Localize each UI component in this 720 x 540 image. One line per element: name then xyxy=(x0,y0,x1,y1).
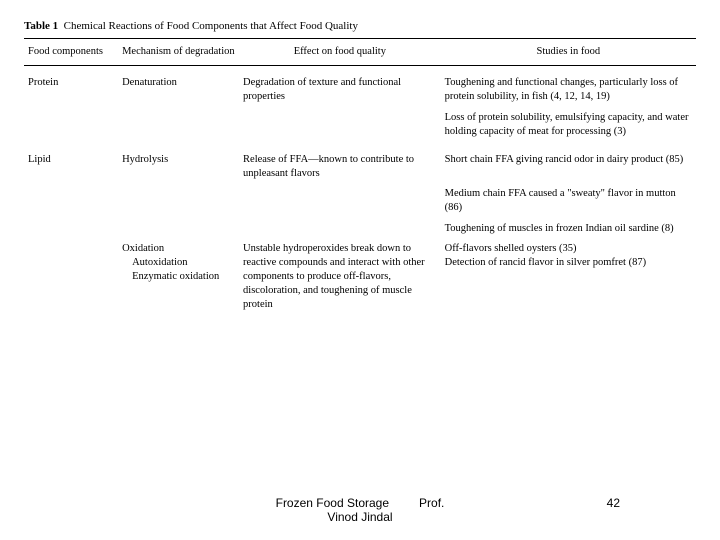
mech-enzymatic: Enzymatic oxidation xyxy=(122,270,235,284)
table-row: Oxidation Autoxidation Enzymatic oxidati… xyxy=(24,238,696,315)
col-header-2: Mechanism of degradation xyxy=(118,39,239,66)
cell: Toughening of muscles in frozen Indian o… xyxy=(441,218,696,238)
cell: Loss of protein solubility, emulsifying … xyxy=(441,107,696,141)
cell xyxy=(24,218,118,238)
cell: Off-flavors shelled oysters (35) Detecti… xyxy=(441,238,696,315)
footer-author: Vinod Jindal xyxy=(327,510,392,524)
table-container: Table 1 Chemical Reactions of Food Compo… xyxy=(0,0,720,315)
slide-footer: Frozen Food Storage Prof. Vinod Jindal 4… xyxy=(0,496,720,524)
cell xyxy=(239,183,441,217)
mech-autoxidation: Autoxidation xyxy=(122,256,235,270)
cell: Short chain FFA giving rancid odor in da… xyxy=(441,141,696,183)
table-caption: Table 1 Chemical Reactions of Food Compo… xyxy=(24,20,696,32)
data-table: Food components Mechanism of degradation… xyxy=(24,38,696,315)
page-number: 42 xyxy=(607,496,620,510)
table-row: Medium chain FFA caused a "sweaty" flavo… xyxy=(24,183,696,217)
cell: Release of FFA—known to contribute to un… xyxy=(239,141,441,183)
cell xyxy=(24,107,118,141)
col-header-4: Studies in food xyxy=(441,39,696,66)
study-b: Detection of rancid flavor in silver pom… xyxy=(445,257,646,268)
cell: Toughening and functional changes, parti… xyxy=(441,66,696,107)
table-row: Loss of protein solubility, emulsifying … xyxy=(24,107,696,141)
cell xyxy=(239,218,441,238)
caption-title: Chemical Reactions of Food Components th… xyxy=(64,20,358,32)
table-row: Lipid Hydrolysis Release of FFA—known to… xyxy=(24,141,696,183)
col-header-1: Food components xyxy=(24,39,118,66)
cell xyxy=(118,107,239,141)
cell xyxy=(118,183,239,217)
header-row: Food components Mechanism of degradation… xyxy=(24,39,696,66)
table-row: Protein Denaturation Degradation of text… xyxy=(24,66,696,107)
caption-label: Table 1 xyxy=(24,20,58,32)
cell: Oxidation Autoxidation Enzymatic oxidati… xyxy=(118,238,239,315)
cell: Medium chain FFA caused a "sweaty" flavo… xyxy=(441,183,696,217)
cell xyxy=(24,238,118,315)
footer-title: Frozen Food Storage xyxy=(276,496,389,510)
cell xyxy=(239,107,441,141)
study-a: Off-flavors shelled oysters (35) xyxy=(445,243,577,254)
footer-prof: Prof. xyxy=(419,496,444,510)
mech-oxidation: Oxidation xyxy=(122,243,164,254)
cell xyxy=(118,218,239,238)
cell: Unstable hydroperoxides break down to re… xyxy=(239,238,441,315)
cell: Denaturation xyxy=(118,66,239,107)
cell: Hydrolysis xyxy=(118,141,239,183)
cell xyxy=(24,183,118,217)
cell: Protein xyxy=(24,66,118,107)
footer-center: Frozen Food Storage Prof. Vinod Jindal xyxy=(210,496,510,524)
col-header-3: Effect on food quality xyxy=(239,39,441,66)
cell: Degradation of texture and functional pr… xyxy=(239,66,441,107)
cell: Lipid xyxy=(24,141,118,183)
table-row: Toughening of muscles in frozen Indian o… xyxy=(24,218,696,238)
